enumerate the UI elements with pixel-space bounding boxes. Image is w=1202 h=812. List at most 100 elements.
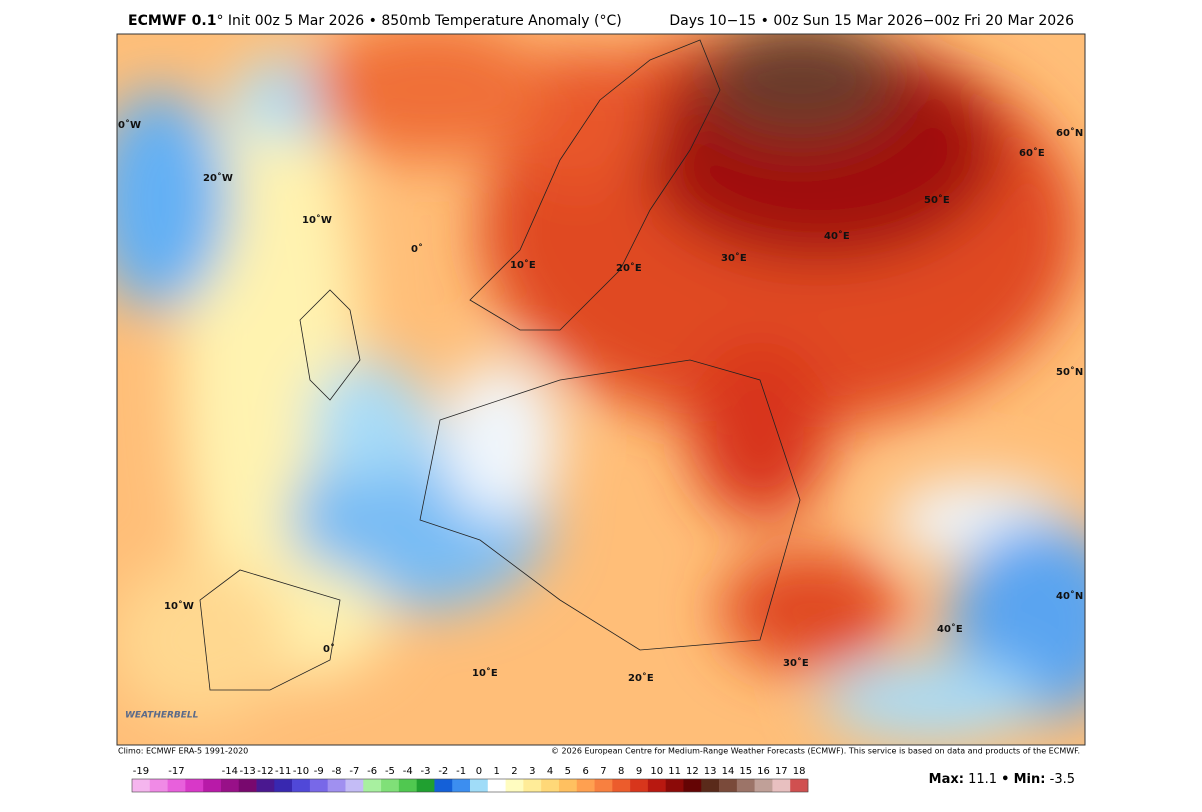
colorbar-tick-label: -2 [438,766,448,777]
colorbar-tick-label: -13 [239,766,255,777]
colorbar-tick-label: -3 [421,766,431,777]
colorbar-tick-label: 7 [600,766,606,777]
colorbar-tick-label: 13 [704,766,717,777]
colorbar-tick-label: -12 [257,766,273,777]
colorbar-tick-label: 2 [511,766,517,777]
colorbar-tick-label: -7 [349,766,359,777]
color-box [719,779,738,792]
color-box [256,779,275,792]
copyright: © 2026 European Centre for Medium-Range … [551,747,1080,756]
color-box [487,779,506,792]
colorbar-tick-label: 1 [493,766,499,777]
max-value: 11.1 [968,772,997,787]
color-box [363,779,382,792]
grid-label: 10˚E [472,667,498,679]
colorbar-tick-label: -8 [332,766,342,777]
grid-label: 20˚W [203,172,233,184]
climo-note: Climo: ECMWF ERA-5 1991-2020 [118,747,248,756]
color-box [309,779,328,792]
color-box [701,779,720,792]
colorbar-tick-label: 6 [582,766,588,777]
colorbar-tick-label: 15 [739,766,752,777]
colorbar-tick-label: -14 [222,766,238,777]
color-box [612,779,631,792]
grid-label: 50˚E [924,194,950,206]
colorbar-tick-label: 5 [565,766,571,777]
grid-label: 0˚ [323,643,335,655]
color-box [541,779,560,792]
color-box [238,779,257,792]
color-box [416,779,435,792]
colorbar-tick-label: -1 [456,766,466,777]
separator: • [1001,772,1009,787]
colorbar-tick-label: -6 [367,766,377,777]
color-box [576,779,595,792]
grid-label: 50˚N [1056,366,1083,378]
colorbar-tick-label: 4 [547,766,553,777]
color-box [185,779,204,792]
color-box [790,779,809,792]
colorbar-tick-label: -9 [314,766,324,777]
color-box [345,779,364,792]
grid-label: 0˚W [118,119,141,131]
grid-label: 40˚E [937,623,963,635]
color-box [505,779,524,792]
grid-label: 30˚E [783,657,809,669]
description: ° Init 00z 5 Mar 2026 • 850mb Temperatur… [216,13,621,29]
model: ECMWF 0.1 [128,13,216,29]
color-box [647,779,666,792]
color-box [203,779,222,792]
color-box [327,779,346,792]
max-label: Max: [929,772,964,787]
color-box [434,779,453,792]
colorbar-tick-label: 10 [650,766,663,777]
grid-label: 0˚ [411,243,423,255]
grid-label: 20˚E [628,672,654,684]
color-box [398,779,417,792]
colorbar-tick-label: -4 [403,766,413,777]
colorbar-tick-label: -10 [293,766,309,777]
logo: WEATHERBELL [125,711,199,721]
grid-label: 20˚E [616,262,642,274]
color-box [220,779,240,792]
colorbar-tick-label: 11 [668,766,681,777]
color-box [149,779,168,792]
color-box [292,779,311,792]
colorbar-frame [131,778,809,793]
color-box [630,779,649,792]
color-box [754,779,773,792]
color-box [452,779,471,792]
valid-time: Days 10−15 • 00z Sun 15 Mar 2026−00z Fri… [669,13,1074,29]
colorbar-tick-label: 3 [529,766,535,777]
colorbar-tick-label: -17 [168,766,184,777]
grid-label: 10˚W [302,214,332,226]
min-value: -3.5 [1050,772,1075,787]
colorbar-tick-label: 17 [775,766,788,777]
color-box [665,779,684,792]
grid-label: 60˚N [1056,127,1083,139]
color-box [132,779,151,792]
colorbar-tick-label: 18 [793,766,806,777]
color-box [274,779,293,792]
grid-label: 40˚N [1056,590,1083,602]
color-box [470,779,489,792]
map-frame [116,33,1086,746]
color-box [772,779,791,792]
grid-label: 30˚E [721,252,747,264]
color-box [558,779,578,792]
colorbar-tick-label: 14 [722,766,735,777]
colorbar-tick-label: 8 [618,766,624,777]
colorbar-tick-label: -19 [133,766,149,777]
color-box [167,779,186,792]
min-label: Min: [1014,772,1046,787]
colorbar-tick-label: -11 [275,766,291,777]
colorbar-tick-label: -5 [385,766,395,777]
color-box [381,779,400,792]
header-left: ECMWF 0.1° Init 00z 5 Mar 2026 • 850mb T… [128,13,622,29]
colorbar-tick-label: 9 [636,766,642,777]
color-box [683,779,702,792]
color-box [736,779,755,792]
colorbar-tick-label: 12 [686,766,699,777]
map [117,34,1085,745]
